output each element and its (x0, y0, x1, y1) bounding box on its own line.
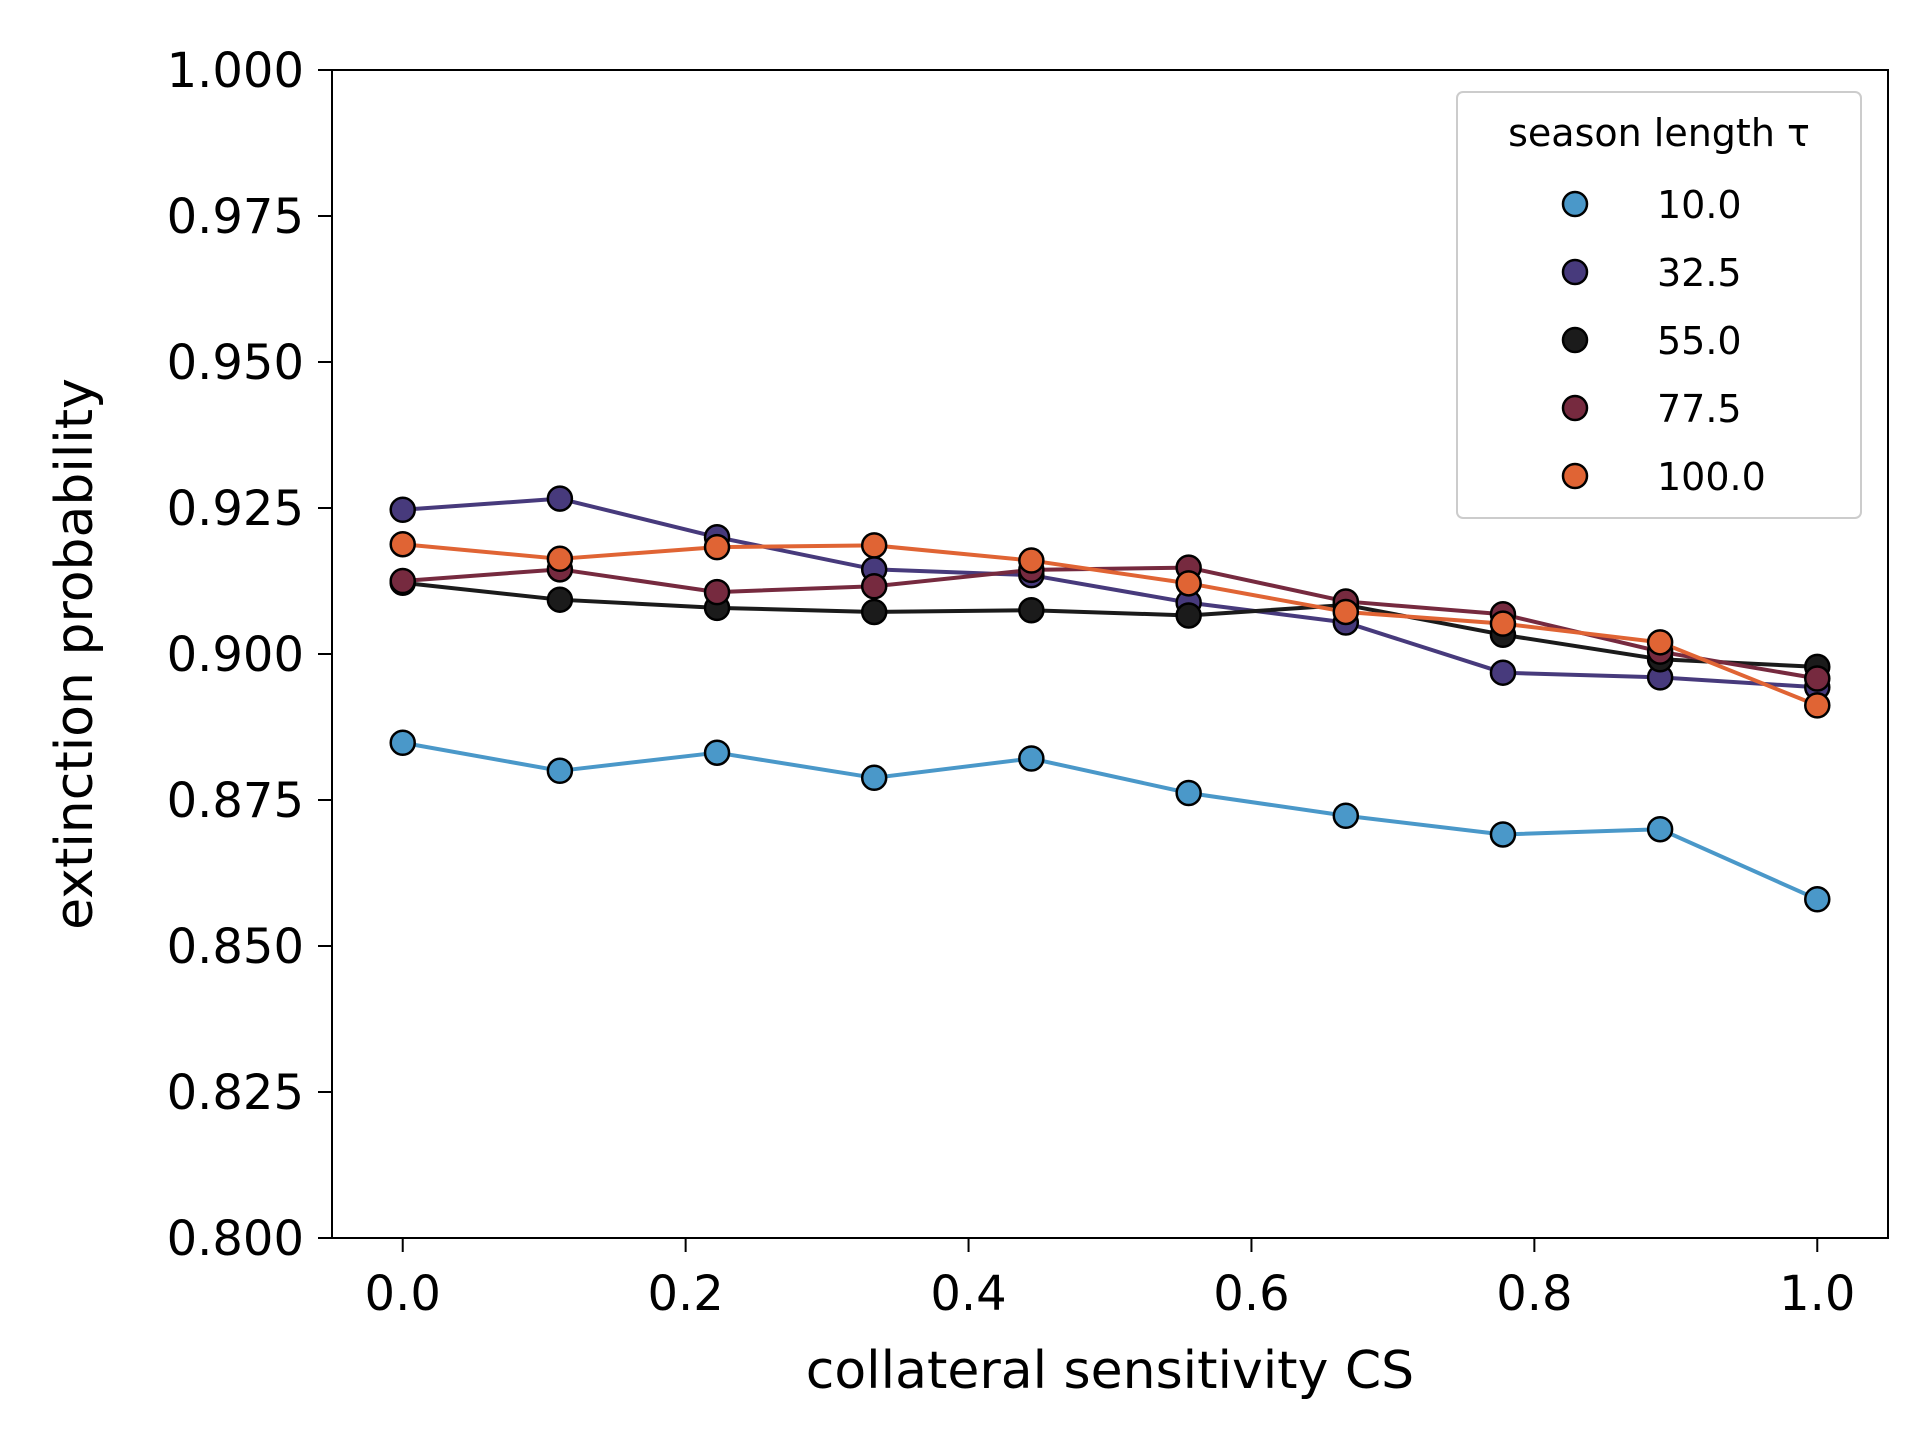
data-point-100.0 (860, 532, 888, 559)
legend-label: 10.0 (1657, 183, 1742, 227)
plot-frame (331, 69, 1889, 1239)
data-point-55.0 (546, 586, 574, 613)
legend-label: 77.5 (1657, 387, 1742, 431)
series-layer (389, 485, 1831, 913)
data-point-77.5 (389, 567, 416, 595)
data-point-32.5 (389, 496, 416, 524)
data-point-55.0 (1175, 602, 1202, 629)
data-point-77.5 (703, 578, 731, 606)
legend-label: 32.5 (1657, 251, 1742, 295)
data-point-10.0 (1175, 779, 1202, 807)
data-point-10.0 (1489, 821, 1517, 848)
data-point-77.5 (860, 573, 888, 600)
legend-marker-32.5 (1561, 258, 1589, 286)
data-point-100.0 (1018, 547, 1045, 574)
legend-marker-100.0 (1561, 462, 1589, 490)
data-point-100.0 (1175, 570, 1202, 597)
legend: season length τ 10.0 32.5 55.0 77.5 100.0 (1456, 91, 1862, 519)
y-axis-label: extinction probability (45, 378, 105, 930)
y-tick-label: 0.900 (167, 627, 304, 683)
data-point-100.0 (1332, 598, 1360, 626)
data-point-10.0 (1804, 886, 1831, 913)
y-tick-label: 0.875 (167, 773, 304, 829)
y-tick-label: 0.825 (167, 1065, 304, 1121)
x-tick-label: 0.8 (1496, 1266, 1572, 1322)
data-point-10.0 (1018, 745, 1045, 772)
y-tick-label: 0.950 (167, 335, 304, 391)
data-point-100.0 (1804, 692, 1831, 719)
data-point-10.0 (1646, 815, 1674, 843)
y-tick-label: 0.800 (167, 1211, 304, 1267)
x-tick-label: 0.0 (365, 1266, 441, 1322)
y-tick-label: 0.975 (167, 189, 304, 245)
x-tick-label: 0.4 (930, 1266, 1006, 1322)
legend-title: season length τ (1508, 111, 1810, 155)
y-tick-label: 0.925 (167, 481, 304, 537)
axis-ticks: 0.0 0.2 0.4 0.6 0.8 1.0 0.800 0.825 0.850 0.875 0.… (167, 43, 1856, 1322)
data-point-100.0 (546, 545, 574, 573)
x-tick-label: 0.2 (647, 1266, 723, 1322)
series-line-10.0 (402, 740, 1819, 902)
data-point-32.5 (546, 485, 574, 512)
y-tick-label: 0.850 (167, 919, 304, 975)
legend-box (1456, 91, 1862, 519)
legend-label: 100.0 (1657, 455, 1766, 499)
series-line-32.5 (402, 496, 1818, 690)
legend-marker-77.5 (1561, 394, 1589, 422)
y-tick-label: 1.000 (167, 43, 304, 99)
x-axis-label: collateral sensitivity CS (806, 1341, 1414, 1401)
data-point-100.0 (1489, 610, 1517, 637)
data-point-10.0 (546, 757, 574, 785)
data-point-55.0 (860, 598, 888, 626)
data-point-100.0 (703, 533, 731, 561)
data-point-100.0 (1646, 629, 1674, 656)
data-point-10.0 (703, 739, 731, 766)
series-line-55.0 (402, 580, 1818, 669)
data-point-77.5 (1804, 665, 1831, 692)
data-point-10.0 (1332, 802, 1360, 830)
data-point-55.0 (1018, 596, 1045, 624)
data-point-10.0 (860, 764, 888, 792)
legend-label: 55.0 (1657, 319, 1742, 363)
legend-entries: 10.0 32.5 55.0 77.5 100.0 (1561, 183, 1766, 499)
series-line-100.0 (402, 542, 1819, 708)
x-tick-label: 1.0 (1779, 1266, 1855, 1322)
data-point-10.0 (389, 729, 416, 757)
legend-marker-55.0 (1561, 326, 1589, 354)
series-line-77.5 (402, 565, 1818, 681)
x-tick-label: 0.6 (1213, 1266, 1289, 1322)
legend-marker-10.0 (1561, 190, 1589, 218)
data-point-32.5 (1489, 659, 1517, 686)
data-point-100.0 (389, 530, 416, 558)
